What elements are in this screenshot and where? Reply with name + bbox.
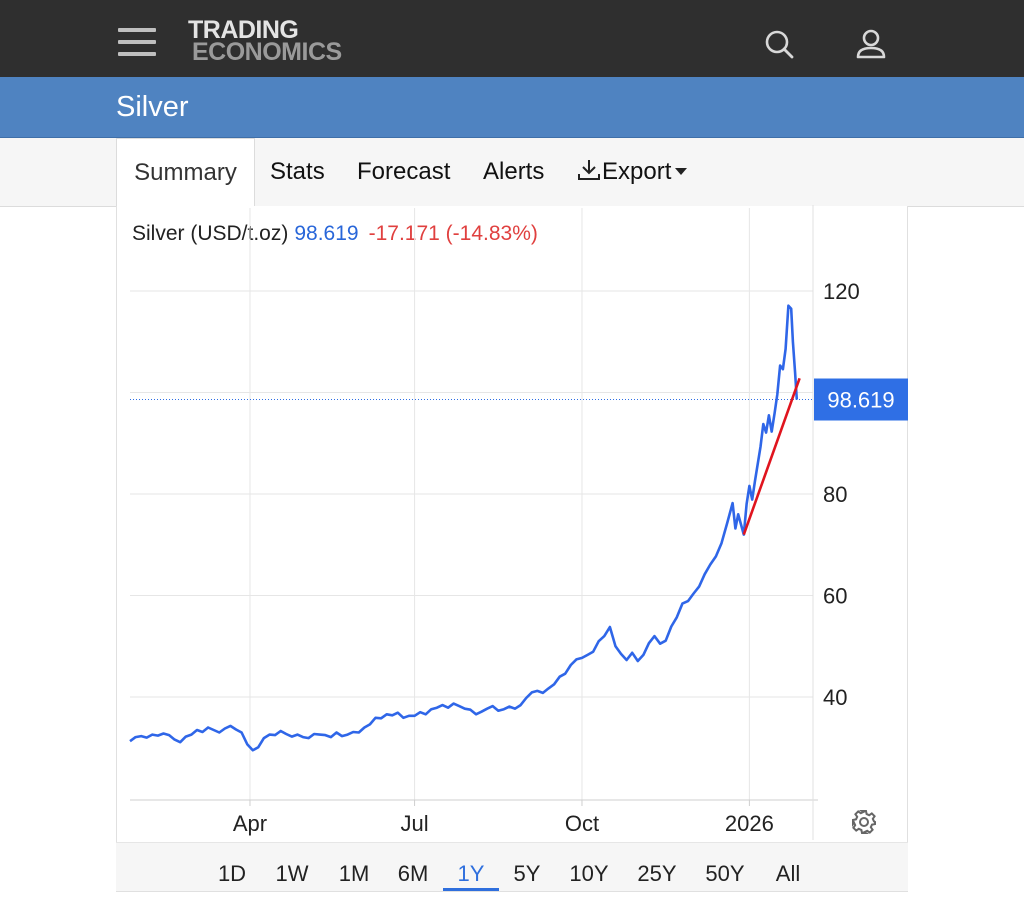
x-tick-label: Oct [565, 811, 599, 836]
x-tick-label: Jul [401, 811, 429, 836]
chevron-down-icon [675, 167, 688, 175]
top-navbar: TRADING ECONOMICS [0, 0, 1024, 77]
range-selector: 1D 1W 1M 6M 1Y 5Y 10Y 25Y 50Y All [116, 842, 908, 892]
series-line [129, 304, 799, 752]
range-all[interactable]: All [775, 861, 801, 886]
x-tick-label: 2026 [725, 811, 774, 836]
menu-icon[interactable] [118, 26, 158, 58]
user-icon[interactable] [853, 26, 889, 62]
legend-price: 98.619 [294, 222, 359, 245]
page-title: Silver [116, 91, 189, 123]
price-tag [814, 378, 908, 421]
search-icon[interactable] [762, 26, 798, 62]
range-1d[interactable]: 1D [217, 861, 247, 886]
page-title-bar: Silver [0, 77, 1024, 138]
range-1m[interactable]: 1M [338, 861, 370, 886]
tab-summary[interactable]: Summary [116, 138, 255, 208]
range-10y[interactable]: 10Y [569, 861, 609, 886]
logo-line1: TRADING [188, 16, 299, 44]
x-tick-label: Apr [233, 811, 267, 836]
download-icon [578, 159, 600, 180]
logo-line2: ECONOMICS [192, 38, 342, 66]
chart-labels: 40 60 80 120 Apr Jul Oct 2026 98.619 [233, 279, 908, 836]
tab-forecast[interactable]: Forecast [357, 158, 451, 185]
legend-change: -17.171 (-14.83%) [368, 222, 538, 245]
export-dropdown[interactable]: Export [576, 138, 688, 206]
tab-alerts[interactable]: Alerts [483, 158, 545, 185]
chart-lines [129, 304, 813, 752]
chart-grid [130, 205, 818, 840]
trendline [742, 377, 801, 536]
chart-panel [116, 206, 908, 892]
tab-stats[interactable]: Stats [270, 158, 325, 185]
export-label: Export [602, 158, 672, 185]
y-tick-label: 80 [823, 482, 847, 507]
range-1w[interactable]: 1W [275, 861, 309, 886]
gear-icon[interactable] [850, 808, 878, 836]
y-tick-label: 120 [823, 279, 860, 304]
legend-name: Silver (USD/t.oz) [132, 222, 289, 245]
chart-legend: Silver (USD/t.oz) 98.619 -17.171 (-14.83%) [132, 222, 538, 246]
y-tick-label: 40 [823, 685, 847, 710]
y-tick-label: 60 [823, 584, 847, 609]
range-25y[interactable]: 25Y [637, 861, 677, 886]
tab-bar: Summary Stats Forecast Alerts Export [0, 138, 1024, 208]
range-6m[interactable]: 6M [397, 861, 429, 886]
range-1y[interactable]: 1Y [443, 843, 499, 891]
range-50y[interactable]: 50Y [705, 861, 745, 886]
logo[interactable]: TRADING ECONOMICS [188, 18, 342, 65]
range-5y[interactable]: 5Y [513, 861, 541, 886]
price-tag-label: 98.619 [827, 388, 894, 413]
